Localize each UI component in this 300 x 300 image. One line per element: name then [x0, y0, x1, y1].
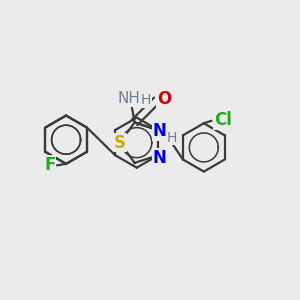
Text: NH: NH	[117, 91, 140, 106]
Text: F: F	[44, 156, 56, 174]
Text: N: N	[153, 149, 167, 167]
Text: S: S	[114, 134, 126, 152]
Text: Cl: Cl	[214, 111, 232, 129]
Text: N: N	[153, 122, 166, 140]
Text: H: H	[141, 93, 151, 107]
Text: H: H	[167, 131, 177, 145]
Text: O: O	[157, 90, 171, 108]
